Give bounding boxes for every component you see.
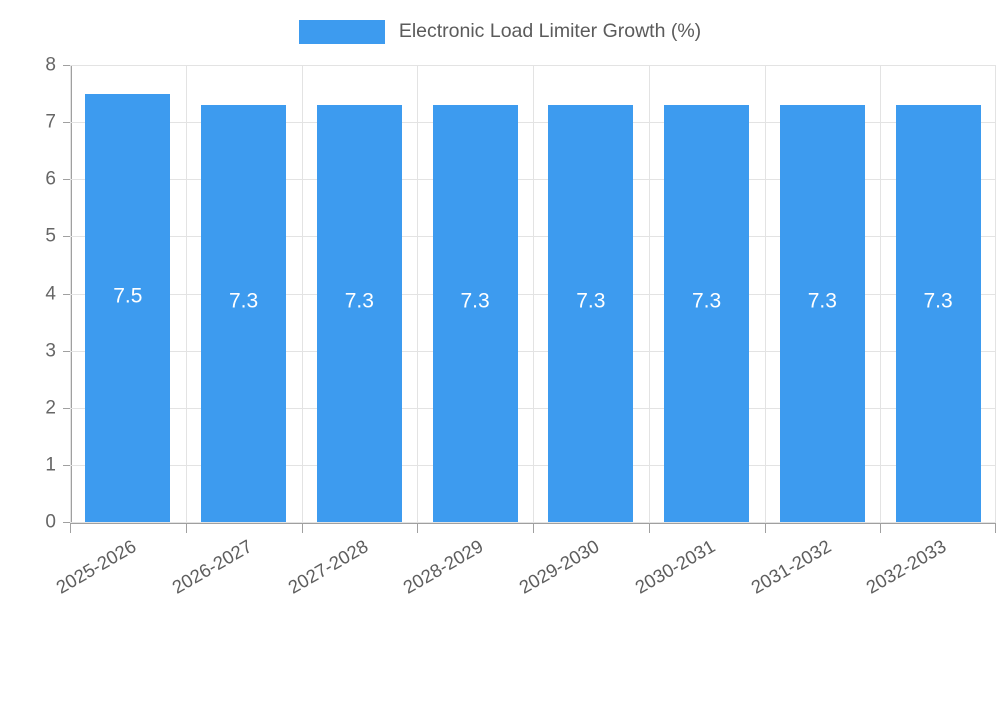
y-axis-tick-label: 2 [45, 397, 56, 419]
x-axis-tick-mark [70, 524, 71, 533]
gridline-vertical [995, 65, 996, 522]
y-axis-tick-label: 3 [45, 340, 56, 362]
x-axis-tick-mark [185, 524, 187, 533]
x-axis-tick-mark [648, 524, 650, 533]
bar[interactable] [548, 105, 634, 522]
y-axis-tick-label: 6 [45, 168, 56, 190]
y-axis-tick-label: 1 [45, 454, 56, 476]
bar[interactable] [895, 105, 981, 522]
plot-area: 7.5 7.3 7.3 7.3 7.3 7.3 7.3 7.3 [70, 65, 996, 523]
y-axis-tick-mark [63, 407, 70, 409]
bar[interactable] [432, 105, 518, 522]
y-axis-tick-mark [63, 522, 70, 523]
y-axis-tick-mark [63, 65, 70, 66]
bar[interactable] [316, 105, 402, 522]
bar[interactable] [201, 105, 287, 522]
gridline-vertical [648, 65, 650, 522]
x-axis-tick-mark [995, 524, 996, 533]
y-axis-tick-mark [63, 236, 70, 238]
y-axis-tick-label: 0 [45, 511, 56, 533]
x-axis-tick-mark [417, 524, 419, 533]
x-axis-tick-mark [301, 524, 303, 533]
gridline-vertical [417, 65, 419, 522]
y-axis-tick-mark [63, 293, 70, 295]
x-axis-tick-mark [533, 524, 534, 533]
x-axis-tick-mark [880, 524, 882, 533]
gridline-vertical [185, 65, 187, 522]
gridline-horizontal [70, 522, 996, 523]
gridline-vertical [880, 65, 882, 522]
bar[interactable] [779, 105, 865, 522]
legend-item-electronic-load-limiter-growth[interactable]: Electronic Load Limiter Growth (%) [298, 20, 702, 44]
legend-label: Electronic Load Limiter Growth (%) [398, 20, 702, 43]
y-axis-tick-label: 7 [45, 111, 56, 133]
y-axis-tick-mark [63, 179, 70, 181]
x-axis-tick-mark [764, 524, 766, 533]
y-axis-tick-label: 8 [45, 54, 56, 76]
gridline-vertical [70, 65, 71, 522]
y-axis-tick-label: 4 [45, 283, 56, 304]
gridline-vertical [301, 65, 303, 522]
bar[interactable] [85, 93, 171, 522]
bar[interactable] [664, 105, 750, 522]
bar-chart: Electronic Load Limiter Growth (%) 0 1 2 3 4… [0, 14, 1000, 598]
y-axis-tick-label: 5 [45, 225, 56, 247]
gridline-vertical [533, 65, 534, 522]
y-axis-tick-mark [63, 122, 70, 124]
y-axis-tick-mark [63, 464, 70, 466]
gridline-vertical [764, 65, 766, 522]
legend-color-swatch-icon [298, 20, 385, 44]
x-axis-line [70, 522, 996, 524]
y-axis-tick-mark [63, 350, 70, 352]
chart-legend: Electronic Load Limiter Growth (%) [0, 14, 1000, 50]
